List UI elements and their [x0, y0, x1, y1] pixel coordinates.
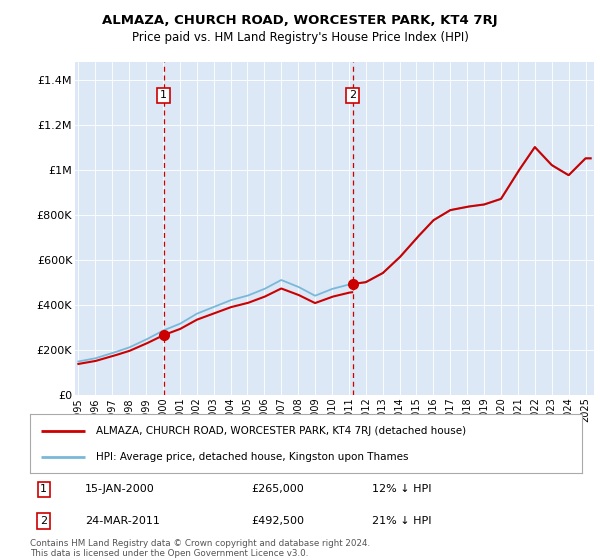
Text: ALMAZA, CHURCH ROAD, WORCESTER PARK, KT4 7RJ: ALMAZA, CHURCH ROAD, WORCESTER PARK, KT4… [102, 14, 498, 27]
Text: Price paid vs. HM Land Registry's House Price Index (HPI): Price paid vs. HM Land Registry's House … [131, 31, 469, 44]
Text: 2: 2 [349, 90, 356, 100]
Text: £492,500: £492,500 [251, 516, 304, 526]
Text: 2: 2 [40, 516, 47, 526]
Text: 15-JAN-2000: 15-JAN-2000 [85, 484, 155, 494]
Text: 21% ↓ HPI: 21% ↓ HPI [372, 516, 432, 526]
Text: ALMAZA, CHURCH ROAD, WORCESTER PARK, KT4 7RJ (detached house): ALMAZA, CHURCH ROAD, WORCESTER PARK, KT4… [96, 426, 466, 436]
Text: Contains HM Land Registry data © Crown copyright and database right 2024.
This d: Contains HM Land Registry data © Crown c… [30, 539, 370, 558]
Text: 24-MAR-2011: 24-MAR-2011 [85, 516, 160, 526]
Text: £265,000: £265,000 [251, 484, 304, 494]
Text: HPI: Average price, detached house, Kingston upon Thames: HPI: Average price, detached house, King… [96, 452, 409, 462]
Text: 12% ↓ HPI: 12% ↓ HPI [372, 484, 432, 494]
Text: 1: 1 [160, 90, 167, 100]
Text: 1: 1 [40, 484, 47, 494]
